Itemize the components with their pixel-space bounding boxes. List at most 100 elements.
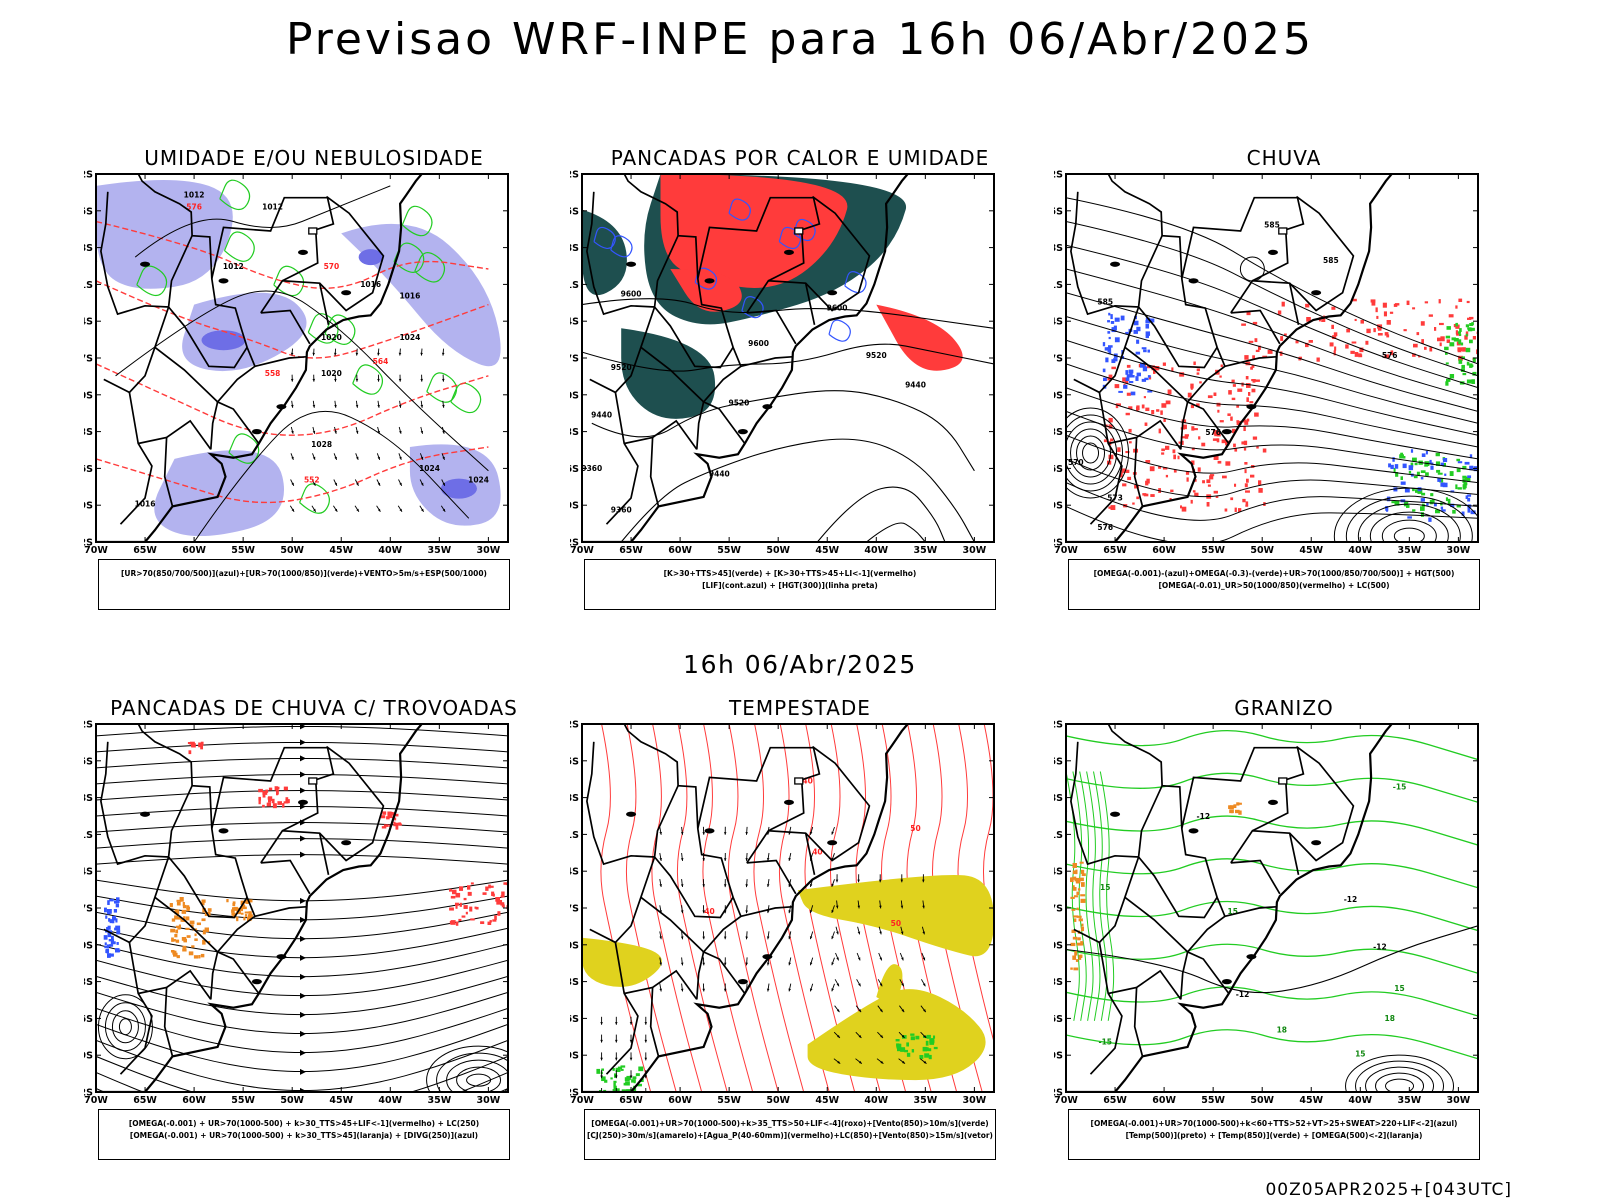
omega-area bbox=[1072, 885, 1075, 888]
rain-area bbox=[1385, 506, 1389, 511]
field-layer bbox=[96, 724, 508, 1092]
rain-area bbox=[1448, 314, 1454, 318]
thunderstorm-area bbox=[191, 945, 195, 948]
divergence-area bbox=[116, 900, 120, 903]
thunderstorm-area bbox=[241, 905, 246, 908]
wind-850-area bbox=[933, 1046, 938, 1050]
axes: 12S 15S 18S 21S 24S 27S 30S 33S 36S 39S 42S70W 65W 6… bbox=[1054, 170, 1479, 556]
rain-area bbox=[1193, 361, 1196, 366]
wind-850-area bbox=[901, 1048, 906, 1052]
storm-area bbox=[285, 799, 290, 804]
jet-stream-area bbox=[876, 964, 903, 1005]
wind-vector bbox=[879, 983, 883, 987]
thickness-line bbox=[96, 363, 489, 436]
rain-area bbox=[1206, 479, 1211, 484]
streamline bbox=[1066, 505, 1478, 542]
rain-area bbox=[1462, 475, 1467, 479]
thunderstorm-area bbox=[182, 902, 185, 907]
wind-vector bbox=[399, 482, 402, 486]
wind-850-area bbox=[928, 1054, 932, 1060]
rain-area bbox=[1237, 388, 1243, 392]
storm-area bbox=[490, 885, 494, 888]
contour-label: 570 bbox=[1068, 458, 1084, 467]
storm-area bbox=[489, 920, 492, 923]
border-line bbox=[1224, 905, 1276, 918]
border-line bbox=[1288, 833, 1300, 875]
cyclone-contour bbox=[97, 994, 153, 1060]
divergence-area bbox=[107, 925, 111, 930]
lat-label: 39S bbox=[84, 501, 93, 512]
border-line bbox=[1179, 951, 1189, 1000]
rain-area bbox=[1391, 501, 1395, 504]
wind-vector bbox=[659, 962, 662, 966]
storm-area bbox=[488, 884, 491, 889]
storm-area bbox=[459, 902, 462, 907]
omega-area bbox=[1233, 804, 1237, 809]
storm-area bbox=[501, 904, 505, 908]
geography bbox=[96, 724, 423, 1092]
rain-area bbox=[1420, 477, 1424, 480]
rain-area bbox=[1145, 460, 1151, 463]
rain-area bbox=[1128, 441, 1132, 444]
thunderstorm-area bbox=[180, 919, 183, 922]
contour-label: 1012 bbox=[223, 262, 244, 271]
panel-title: TEMPESTADE bbox=[729, 696, 871, 720]
rain-area bbox=[1172, 449, 1176, 454]
contour-label: 9440 bbox=[709, 470, 730, 479]
border-line bbox=[254, 905, 306, 918]
border-line bbox=[1089, 392, 1123, 525]
wind-vector bbox=[420, 404, 424, 408]
low-pressure-contour bbox=[1066, 407, 1130, 499]
border-line bbox=[649, 987, 660, 1057]
contour-label: 9600 bbox=[748, 339, 769, 348]
omega-area bbox=[1076, 907, 1079, 911]
border-line bbox=[1070, 741, 1163, 866]
contour-label: 9360 bbox=[581, 464, 602, 473]
coastline bbox=[582, 724, 909, 1092]
lon-label: 40W bbox=[864, 1095, 888, 1106]
rain-area bbox=[1377, 333, 1383, 336]
lat-label: 42S bbox=[1054, 1088, 1063, 1099]
wind-vector bbox=[334, 404, 337, 408]
wind-vector bbox=[399, 508, 402, 512]
lon-label: 45W bbox=[1299, 1095, 1323, 1106]
wind-vector bbox=[615, 1093, 618, 1096]
lat-label: 42S bbox=[84, 1088, 93, 1099]
contour-label: 1020 bbox=[321, 369, 342, 378]
lon-label: 65W bbox=[133, 1095, 157, 1106]
rain-area bbox=[1251, 388, 1256, 393]
storm-area bbox=[395, 813, 399, 817]
rain-area bbox=[1213, 430, 1217, 435]
divergence-area bbox=[115, 925, 121, 931]
temp-500-contour bbox=[1365, 1066, 1435, 1092]
wind-vector bbox=[788, 936, 791, 940]
rain-area bbox=[1431, 499, 1435, 504]
lon-label: 50W bbox=[766, 1095, 790, 1106]
panel-tempestade: TEMPESTADE 40 40 50 50 40 12S 15S 18S 21S 24S 27S 3… bbox=[570, 696, 1040, 1186]
rain-area bbox=[1376, 315, 1379, 319]
wind-vector bbox=[923, 1060, 927, 1064]
flow-arrowhead bbox=[300, 1087, 306, 1092]
rain-area bbox=[1329, 342, 1334, 347]
lat-label: 30S bbox=[84, 940, 93, 951]
wind-850-area bbox=[626, 1075, 631, 1081]
border-line bbox=[154, 346, 219, 403]
lake bbox=[704, 278, 715, 284]
streamline bbox=[1066, 458, 1478, 498]
border-line bbox=[1180, 196, 1305, 282]
contour-label: 1024 bbox=[399, 333, 420, 342]
rain-area bbox=[1436, 462, 1440, 466]
wind-vector bbox=[659, 988, 662, 992]
divergence-area bbox=[115, 918, 118, 923]
lat-label: 27S bbox=[84, 354, 93, 365]
border-line bbox=[589, 856, 656, 944]
axes: 12S 15S 18S 21S 24S 27S 30S 33S 36S 39S 42S70W 65W 6… bbox=[1054, 720, 1479, 1106]
lon-label: 60W bbox=[668, 545, 692, 556]
omega-area bbox=[1081, 873, 1086, 877]
wind-vector bbox=[901, 957, 904, 961]
divergence-area bbox=[112, 915, 116, 920]
rain-area bbox=[1245, 504, 1249, 507]
lon-label: 55W bbox=[1201, 545, 1225, 556]
omega-area bbox=[1080, 894, 1086, 897]
rain-area bbox=[1145, 480, 1149, 486]
